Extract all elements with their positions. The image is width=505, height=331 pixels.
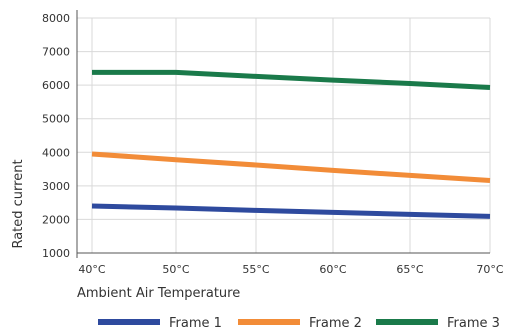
y-tick-label: 6000 [42, 79, 70, 92]
x-tick-labels: 40°C 50°C 55°C 60°C 65°C 70°C [78, 263, 503, 276]
x-tick-label: 60°C [319, 263, 346, 276]
x-tick-label: 50°C [162, 263, 189, 276]
axes [76, 10, 490, 258]
x-axis-label: Ambient Air Temperature [77, 286, 240, 301]
series-line-1 [91, 203, 491, 219]
series-line-2 [91, 151, 491, 183]
x-tick-label: 65°C [396, 263, 423, 276]
legend-label-3: Frame 3 [447, 316, 500, 331]
legend-label-2: Frame 2 [309, 316, 362, 331]
legend: Frame 1 Frame 2 Frame 3 [98, 316, 500, 331]
y-tick-label: 2000 [42, 213, 70, 226]
series-line-3 [92, 69, 491, 90]
y-tick-label: 1000 [42, 247, 70, 260]
y-axis-label: Rated current [11, 159, 26, 248]
y-tick-labels: 1000 2000 3000 4000 5000 6000 7000 8000 [42, 12, 70, 260]
y-tick-label: 7000 [42, 46, 70, 59]
x-tick-label: 40°C [78, 263, 105, 276]
y-tick-label: 3000 [42, 180, 70, 193]
x-tick-label: 55°C [242, 263, 269, 276]
grid [77, 17, 491, 254]
series-lines [91, 69, 491, 219]
x-tick-label: 70°C [476, 263, 503, 276]
y-tick-label: 4000 [42, 146, 70, 159]
y-tick-label: 5000 [42, 113, 70, 126]
legend-label-1: Frame 1 [169, 316, 222, 331]
y-tick-label: 8000 [42, 12, 70, 25]
